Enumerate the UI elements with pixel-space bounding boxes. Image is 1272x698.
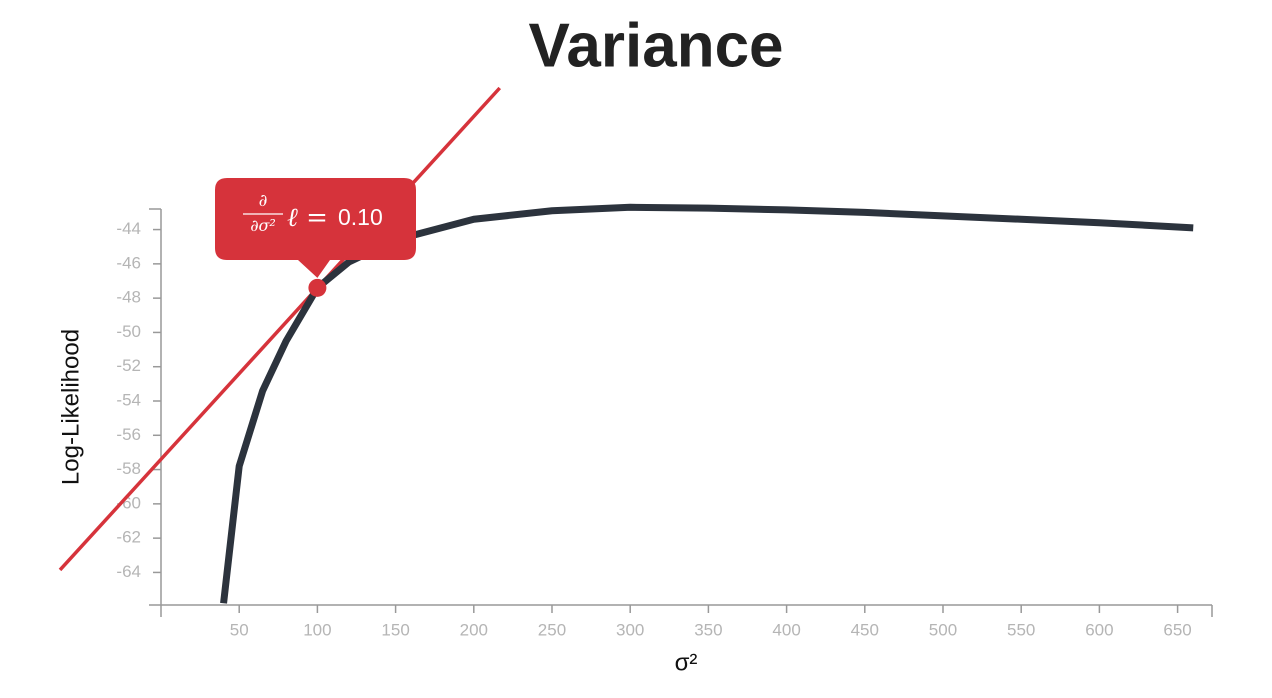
x-tick-label: 550 [1007,620,1035,639]
y-tick-label: -52 [116,356,141,375]
denominator: ∂σ² [250,216,276,235]
x-tick-label: 200 [460,620,488,639]
x-tick-label: 650 [1163,620,1191,639]
y-tick-label: -62 [116,528,141,547]
y-tick-label: -60 [116,493,141,512]
x-tick-label: 250 [538,620,566,639]
tangent-point [308,278,327,297]
x-axis-label: σ² [675,649,698,676]
tooltip: ∂ ∂σ² ℓ = 0.10 [215,178,416,297]
tooltip-box [215,178,416,278]
derivative-value: 0.10 [338,204,383,230]
x-tick-label: 150 [381,620,409,639]
x-tick-label: 450 [851,620,879,639]
y-tick-label: -54 [116,390,141,409]
y-tick-label: -44 [116,219,141,238]
y-tick-label: -58 [116,459,141,478]
y-tick-label: -48 [116,288,141,307]
numerator: ∂ [259,191,268,211]
chart-title: Variance [528,11,783,80]
x-tick-label: 300 [616,620,644,639]
x-tick-label: 350 [694,620,722,639]
y-tick-label: -64 [116,562,141,581]
x-tick-label: 600 [1085,620,1113,639]
derivative-symbol: ℓ = [287,203,328,233]
x-tick-label: 400 [772,620,800,639]
line [220,203,1194,604]
y-tick-label: -50 [116,322,141,341]
y-tick-label: -56 [116,425,141,444]
x-tick-label: 100 [303,620,331,639]
x-tick-label: 50 [230,620,249,639]
x-tick-label: 500 [929,620,957,639]
y-axis-label: Log-Likelihood [57,329,84,485]
y-tick-label: -46 [116,253,141,272]
tangent-line [58,86,502,572]
